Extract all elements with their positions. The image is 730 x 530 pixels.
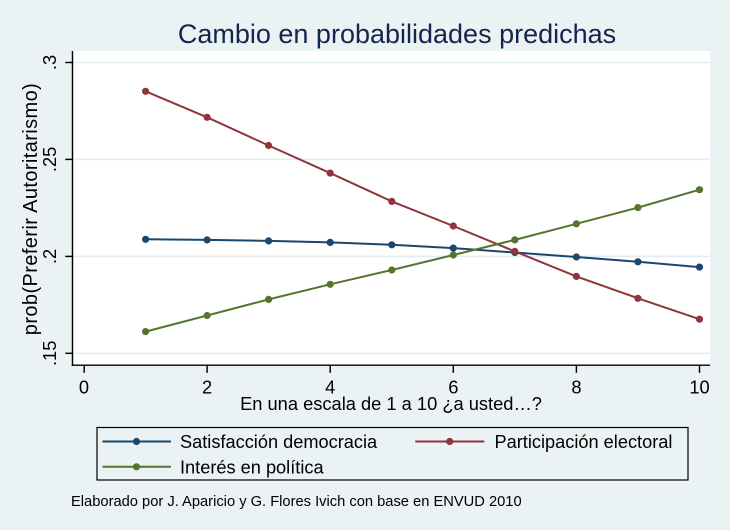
svg-text:.2: .2 bbox=[39, 249, 60, 264]
svg-text:En una escala de 1 a 10 ¿a ust: En una escala de 1 a 10 ¿a usted…? bbox=[240, 393, 542, 414]
svg-text:10: 10 bbox=[689, 377, 709, 398]
svg-text:.25: .25 bbox=[39, 147, 60, 172]
svg-text:6: 6 bbox=[448, 377, 458, 398]
svg-text:0: 0 bbox=[79, 377, 89, 398]
svg-text:.15: .15 bbox=[39, 341, 60, 366]
svg-text:8: 8 bbox=[571, 377, 581, 398]
svg-text:Participación electoral: Participación electoral bbox=[495, 432, 673, 452]
svg-text:Cambio en probabilidades predi: Cambio en probabilidades predichas bbox=[178, 19, 616, 49]
svg-text:Elaborado por J. Aparicio y G.: Elaborado por J. Aparicio y G. Flores Iv… bbox=[71, 494, 522, 510]
svg-text:4: 4 bbox=[325, 377, 335, 398]
svg-text:prob(Preferir Autoritarismo): prob(Preferir Autoritarismo) bbox=[20, 83, 42, 335]
svg-text:.3: .3 bbox=[39, 55, 60, 70]
svg-text:2: 2 bbox=[202, 377, 212, 398]
svg-text:Interés en política: Interés en política bbox=[180, 458, 324, 478]
svg-text:Satisfacción democracia: Satisfacción democracia bbox=[180, 432, 378, 452]
